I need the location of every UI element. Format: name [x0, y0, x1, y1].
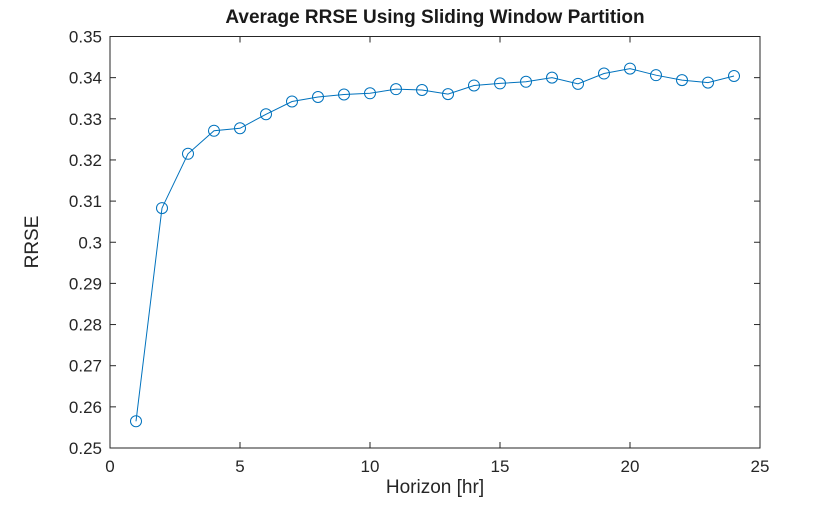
data-point-marker [208, 124, 220, 137]
y-tick-label: 0.28 [69, 316, 102, 335]
y-tick-label: 0.27 [69, 357, 102, 376]
data-point-marker [416, 83, 428, 96]
data-line [135, 68, 735, 422]
data-point-marker [390, 83, 402, 96]
data-point-marker [624, 62, 636, 75]
data-point-marker [260, 108, 272, 121]
x-tick-label: 5 [235, 457, 244, 476]
y-tick-label: 0.33 [69, 110, 102, 129]
y-tick-label: 0.31 [69, 192, 102, 211]
data-point-marker [572, 77, 584, 90]
data-point-marker [598, 67, 610, 80]
data-point-marker [676, 74, 688, 87]
data-point-marker [156, 202, 168, 215]
y-tick-label: 0.32 [69, 151, 102, 170]
data-point-marker [650, 69, 662, 82]
axes-box [109, 36, 761, 449]
y-tick-label: 0.3 [78, 233, 102, 252]
data-point-marker [520, 75, 532, 88]
data-point-marker [312, 90, 324, 103]
chart-title: Average RRSE Using Sliding Window Partit… [225, 7, 645, 28]
x-tick-label: 0 [105, 457, 114, 476]
data-point-marker [364, 87, 376, 100]
y-tick-label: 0.34 [69, 69, 102, 88]
data-point-marker [182, 147, 194, 160]
data-point-marker [234, 122, 246, 135]
data-point-marker [546, 71, 558, 84]
y-tick-label: 0.25 [69, 439, 102, 458]
data-point-marker [702, 76, 714, 89]
data-point-marker [728, 70, 740, 83]
data-point-marker [442, 88, 454, 101]
data-point-marker [468, 79, 480, 92]
y-tick-label: 0.35 [69, 28, 102, 47]
x-tick-label: 20 [621, 457, 640, 476]
y-tick-label: 0.26 [69, 398, 102, 417]
data-point-marker [338, 88, 350, 101]
x-tick-label: 25 [751, 457, 770, 476]
data-point-marker [130, 415, 142, 428]
x-axis-label: Horizon [hr] [385, 477, 485, 498]
data-point-marker [494, 77, 506, 90]
data-point-marker [286, 95, 298, 108]
y-axis-label: RRSE [22, 215, 43, 269]
x-tick-label: 15 [491, 457, 510, 476]
y-tick-label: 0.29 [69, 274, 102, 293]
x-tick-label: 10 [361, 457, 380, 476]
